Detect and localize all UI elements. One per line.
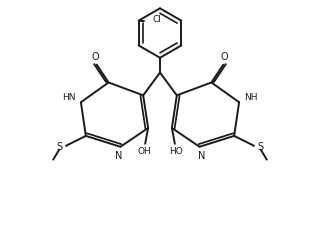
Text: OH: OH — [137, 147, 151, 156]
Text: N: N — [115, 151, 122, 161]
Text: NH: NH — [244, 93, 258, 102]
Text: O: O — [220, 52, 228, 62]
Text: Cl: Cl — [152, 15, 161, 24]
Text: N: N — [198, 151, 205, 161]
Text: HN: HN — [62, 93, 76, 102]
Text: O: O — [92, 52, 100, 62]
Text: HO: HO — [169, 147, 183, 156]
Text: S: S — [258, 142, 264, 152]
Text: S: S — [56, 142, 62, 152]
